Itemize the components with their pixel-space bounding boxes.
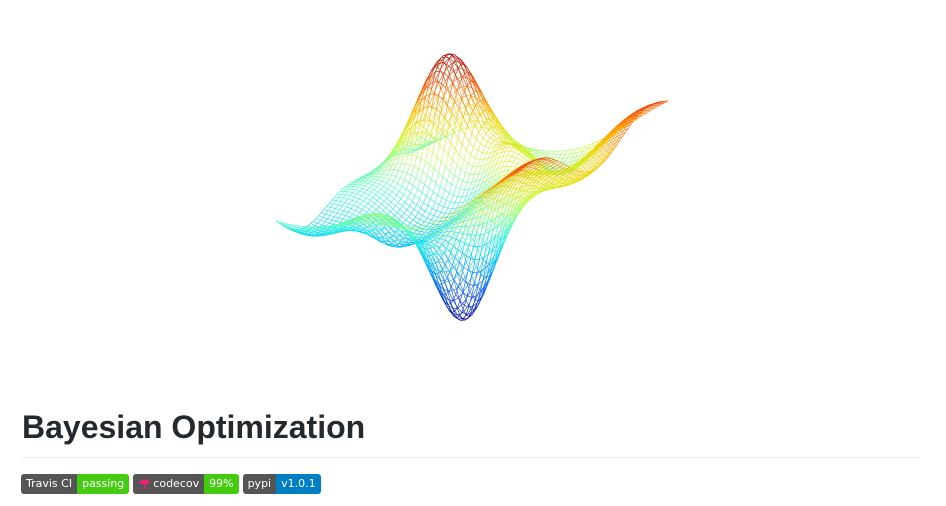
pypi-badge[interactable]: pypi v1.0.1	[242, 474, 321, 494]
travis-ci-badge-status: passing	[77, 474, 130, 494]
travis-ci-badge[interactable]: Travis CI passing	[21, 474, 130, 494]
title-divider	[22, 457, 920, 458]
page-title: Bayesian Optimization	[22, 409, 366, 445]
pypi-badge-label: pypi	[242, 474, 277, 494]
codecov-umbrella-icon	[139, 478, 151, 490]
codecov-badge[interactable]: codecov 99%	[133, 474, 239, 494]
pypi-badge-version: v1.0.1	[276, 474, 321, 494]
badge-row: Travis CI passing codecov 99% pypi v1.0.…	[21, 474, 321, 494]
travis-ci-badge-label: Travis CI	[21, 474, 78, 494]
codecov-badge-label: codecov	[153, 477, 200, 490]
surface-plot-svg	[275, 53, 669, 321]
wireframe-surface-image	[262, 28, 682, 346]
codecov-badge-left: codecov	[133, 474, 205, 494]
codecov-badge-coverage: 99%	[204, 474, 239, 494]
